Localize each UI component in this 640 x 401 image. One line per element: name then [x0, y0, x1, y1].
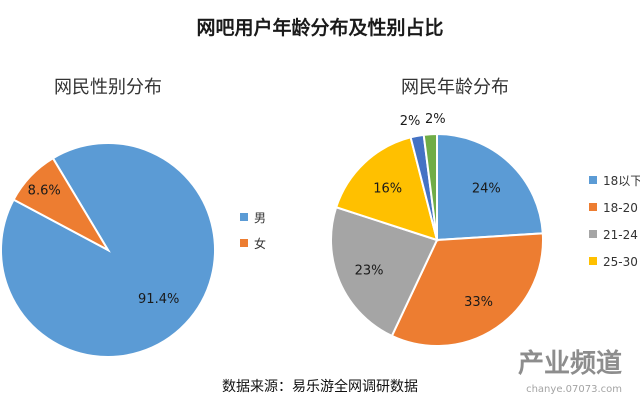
legend-entry: 女 — [254, 236, 266, 251]
legend-entry: 21-24 — [603, 228, 638, 242]
slice-label: 2% — [425, 112, 446, 127]
watermark-main: 产业频道 — [518, 348, 622, 379]
gender-pie-title: 网民性别分布 — [54, 77, 162, 98]
pie-slice — [422, 132, 438, 241]
legend-swatch — [240, 213, 248, 221]
pie-slice — [334, 136, 439, 242]
legend-swatch — [589, 257, 597, 265]
watermark-sub: chanye.07073.com — [526, 384, 622, 395]
legend-entry: 男 — [254, 211, 266, 225]
legend-swatch — [589, 203, 597, 211]
pie-slice — [436, 132, 544, 242]
pie-slice — [12, 156, 111, 253]
pie-slice — [390, 232, 544, 347]
legend-entry: 18以下 — [603, 174, 640, 188]
slice-label: 91.4% — [138, 292, 179, 307]
slice-label: 2% — [400, 114, 421, 129]
slice-label: 8.6% — [28, 183, 61, 198]
slice-label: 23% — [355, 263, 384, 278]
slice-label: 24% — [472, 182, 501, 197]
age-pie-title: 网民年龄分布 — [401, 77, 509, 98]
legend-swatch — [589, 176, 597, 184]
legend-entry: 25-30 — [603, 255, 638, 269]
pie-slice — [330, 205, 439, 338]
watermark-logo: 产业频道 chanye.07073.com — [518, 348, 622, 395]
legend-entry: 18-20 — [603, 201, 638, 215]
slice-label: 33% — [464, 295, 493, 310]
legend-swatch — [240, 239, 248, 247]
age-pie-chart: 网民年龄分布 24% 33% 23% 16% 2% 2% 18以下 18-20 21-24 25-… — [330, 77, 640, 347]
legend-swatch — [589, 230, 597, 238]
data-source-note: 数据来源：易乐游全网调研数据 — [222, 378, 418, 395]
gender-pie-chart: 网民性别分布 91.4% 8.6% 男女 — [0, 77, 266, 358]
slice-label: 16% — [373, 182, 402, 197]
chart-title: 网吧用户年龄分布及性别占比 — [196, 16, 443, 39]
